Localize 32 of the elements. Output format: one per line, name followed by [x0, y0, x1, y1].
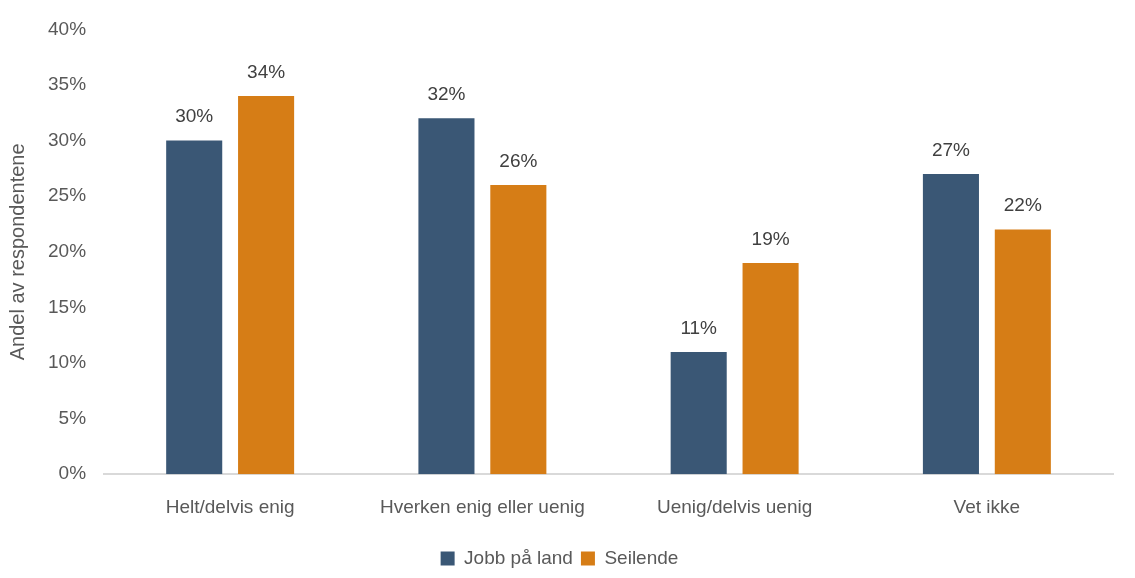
- y-axis-title: Andel av respondentene: [5, 143, 28, 361]
- y-tick-label: 0%: [58, 462, 87, 484]
- y-tick-label: 35%: [48, 73, 87, 95]
- y-tick-label: 25%: [48, 184, 87, 206]
- bar: [166, 140, 223, 475]
- bar: [994, 229, 1051, 475]
- data-label: 30%: [175, 105, 214, 127]
- bar: [238, 96, 295, 475]
- bar: [670, 351, 727, 475]
- y-tick-label: 40%: [48, 17, 87, 39]
- legend-label: Jobb på land: [464, 546, 573, 568]
- data-label: 19%: [751, 227, 790, 249]
- x-tick-label: Uenig/delvis uenig: [657, 495, 813, 517]
- data-label: 32%: [427, 83, 466, 105]
- legend-label: Seilende: [604, 546, 679, 568]
- y-tick-label: 10%: [48, 351, 87, 373]
- bar: [418, 118, 475, 475]
- x-tick-label: Hverken enig eller uenig: [379, 495, 585, 517]
- data-label: 34%: [247, 60, 286, 82]
- y-tick-label: 20%: [48, 240, 87, 262]
- bar: [742, 262, 799, 475]
- x-tick-label: Helt/delvis enig: [165, 495, 295, 517]
- y-tick-label: 15%: [48, 295, 87, 317]
- data-label: 22%: [1003, 194, 1042, 216]
- data-label: 11%: [680, 316, 718, 338]
- data-label: 27%: [931, 138, 971, 160]
- data-label: 26%: [499, 149, 538, 171]
- y-tick-label: 5%: [58, 406, 87, 428]
- bar: [922, 173, 979, 475]
- x-tick-label: Vet ikke: [953, 495, 1021, 517]
- y-tick-label: 30%: [48, 128, 87, 150]
- bar: [490, 185, 547, 475]
